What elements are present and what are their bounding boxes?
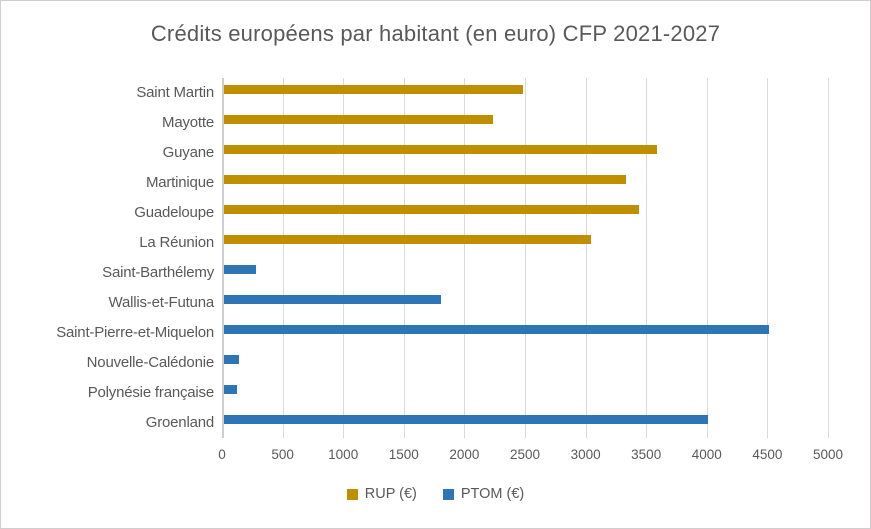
- bar-rup-2[interactable]: [224, 145, 657, 154]
- legend-label: PTOM (€): [460, 486, 525, 502]
- y-axis-line: [222, 78, 224, 438]
- bar-ptom-6[interactable]: [224, 265, 256, 274]
- value-tick-label: 0: [218, 447, 226, 462]
- category-label: La Réunion: [139, 234, 214, 251]
- value-tick-label: 1500: [388, 447, 419, 462]
- category-label: Polynésie française: [87, 384, 214, 401]
- bar-ptom-10[interactable]: [224, 385, 238, 394]
- legend-item[interactable]: RUP (€): [346, 486, 417, 502]
- category-label: Saint-Barthélemy: [102, 264, 214, 281]
- category-label: Martinique: [145, 174, 214, 191]
- legend-swatch-icon: [442, 488, 454, 500]
- gridline: [525, 78, 526, 438]
- gridline: [646, 78, 648, 438]
- bar-ptom-7[interactable]: [224, 295, 441, 304]
- bar-ptom-11[interactable]: [224, 415, 708, 424]
- value-tick-label: 500: [271, 447, 294, 462]
- value-axis-labels: 0 500 1000 1500 2000 2500 3000 3500 4000 4500 5000: [1, 447, 870, 465]
- legend: RUP (€) PTOM (€): [1, 486, 870, 502]
- gridline: [828, 78, 829, 438]
- gridline: [464, 78, 466, 438]
- plot-area: [222, 78, 829, 438]
- value-tick-label: 3500: [631, 447, 662, 462]
- gridline: [585, 78, 587, 438]
- chart-title: Crédits européens par habitant (en euro)…: [150, 21, 721, 46]
- bar-rup-5[interactable]: [224, 235, 592, 244]
- bar-rup-1[interactable]: [224, 115, 494, 124]
- value-tick-label: 3000: [570, 447, 601, 462]
- bar-ptom-9[interactable]: [224, 355, 239, 364]
- category-label: Guadeloupe: [134, 204, 214, 221]
- value-tick-label: 5000: [812, 447, 844, 462]
- category-label: Nouvelle-Calédonie: [86, 354, 215, 371]
- legend-item[interactable]: PTOM (€): [442, 486, 525, 502]
- bar-rup-0[interactable]: [224, 85, 524, 94]
- gridline: [767, 78, 769, 438]
- value-tick-label: 1000: [328, 447, 359, 462]
- gridline: [403, 78, 405, 438]
- value-tick-label: 2500: [509, 447, 541, 462]
- gridline: [706, 78, 708, 438]
- legend-label: RUP (€): [364, 486, 417, 502]
- legend-swatch-icon: [346, 488, 358, 500]
- bar-rup-3[interactable]: [224, 175, 627, 184]
- category-label: Groenland: [145, 414, 214, 431]
- category-label: Mayotte: [162, 114, 214, 131]
- bar-ptom-8[interactable]: [224, 325, 770, 334]
- gridline: [343, 78, 345, 438]
- category-label: Wallis-et-Futuna: [108, 294, 215, 311]
- category-label: Saint-Pierre-et-Miquelon: [56, 324, 214, 341]
- value-tick-label: 4000: [691, 447, 722, 462]
- category-label: Guyane: [162, 144, 215, 161]
- value-tick-label: 2000: [449, 447, 480, 462]
- bar-rup-4[interactable]: [224, 205, 639, 214]
- gridline: [282, 78, 284, 438]
- value-tick-label: 4500: [752, 447, 783, 462]
- category-label: Saint Martin: [136, 84, 214, 101]
